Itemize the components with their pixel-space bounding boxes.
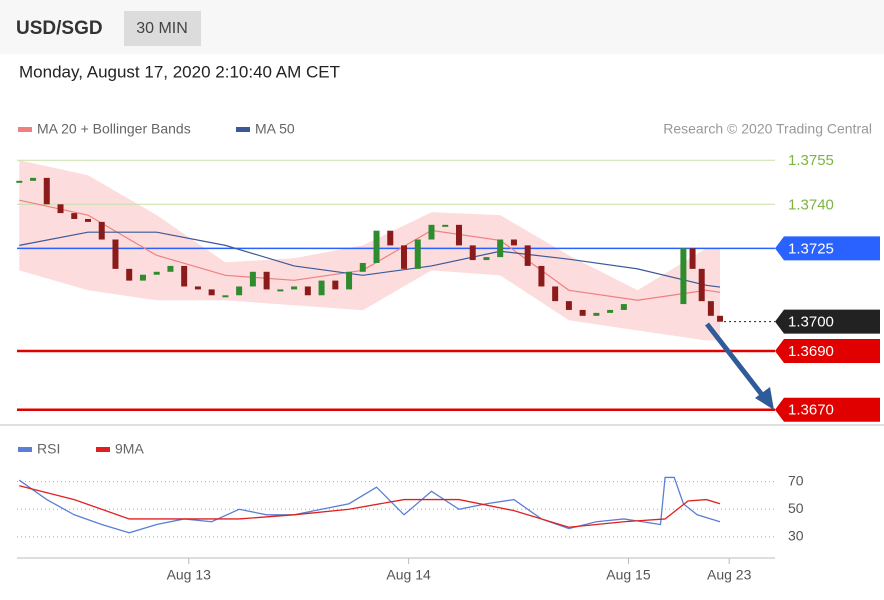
indicator-line (19, 485, 721, 528)
interval-badge (124, 11, 201, 46)
level-tag (775, 397, 880, 422)
symbol: USD/SGD (16, 18, 103, 39)
x-tick-label: Aug 14 (386, 567, 431, 583)
x-tick-label: Aug 15 (606, 567, 651, 583)
candle (593, 312, 600, 316)
candle (469, 245, 476, 261)
legend-label: RSI (37, 441, 60, 457)
y-tick-label: 50 (788, 500, 804, 516)
level-label: 1.3725 (788, 240, 834, 257)
level-label: 1.3740 (788, 196, 834, 213)
candle (249, 271, 256, 287)
candle (620, 304, 627, 310)
price-panel: MA 20 + Bollinger Bands MA 50 Research © 2… (16, 121, 880, 422)
candle (538, 265, 545, 287)
datetime: Monday, August 17, 2020 2:10:40 AM CET (19, 62, 340, 81)
candle (57, 204, 64, 214)
level-tag (775, 309, 880, 334)
candle (84, 218, 91, 222)
candle (455, 224, 462, 246)
legend-label: MA 20 + Bollinger Bands (37, 121, 191, 137)
level-tag (775, 339, 880, 364)
candle (717, 315, 724, 322)
candle (208, 289, 215, 296)
candle (236, 286, 243, 296)
source: Research © 2020 Trading Central (663, 121, 872, 137)
candle (689, 248, 696, 269)
legend-swatch (96, 447, 110, 452)
y-tick-label: 70 (788, 472, 804, 488)
candle (607, 309, 614, 313)
candle (291, 286, 298, 290)
candle (579, 309, 586, 316)
candle (698, 268, 705, 302)
candle (167, 265, 174, 272)
candle (112, 239, 119, 269)
candle (346, 271, 353, 290)
legend-swatch (18, 447, 32, 452)
forecast-arrow (705, 322, 768, 402)
candle (428, 224, 435, 240)
candle (680, 248, 687, 305)
level-label: 1.3670 (788, 402, 834, 419)
ma-line (19, 231, 721, 288)
legend-label: 9MA (115, 441, 144, 457)
candle (277, 289, 284, 292)
candle (139, 274, 146, 281)
candle (194, 286, 201, 290)
legend-swatch (18, 127, 32, 132)
bollinger-band (19, 160, 721, 341)
level-label: 1.3755 (788, 152, 834, 169)
candle (222, 295, 229, 298)
ma-line (19, 199, 721, 301)
candle (98, 221, 105, 240)
candle (153, 271, 160, 275)
candle (318, 280, 325, 296)
candle (565, 301, 572, 310)
candle (263, 271, 270, 290)
candle (43, 177, 50, 205)
candle (304, 286, 311, 296)
candle (497, 239, 504, 258)
candle (181, 265, 188, 287)
forecast-arrow-head (755, 387, 774, 410)
candle (16, 180, 23, 183)
candle (552, 286, 559, 302)
candle (524, 245, 531, 266)
candle (401, 245, 408, 269)
interval: 30 MIN (136, 20, 188, 37)
candle (510, 239, 517, 246)
candle (126, 268, 133, 281)
candle (373, 230, 380, 263)
legend-swatch (236, 127, 250, 132)
candle (707, 301, 714, 316)
y-tick-label: 30 (788, 528, 804, 544)
candle (414, 239, 421, 269)
candle (71, 213, 78, 219)
level-tag (775, 236, 880, 261)
candle (387, 230, 394, 246)
x-tick-label: Aug 13 (167, 567, 212, 583)
x-tick-label: Aug 23 (707, 567, 752, 583)
legend-label: MA 50 (255, 121, 295, 137)
level-label: 1.3700 (788, 314, 834, 331)
candle (442, 224, 449, 227)
indicator-line (18, 476, 721, 534)
level-label: 1.3690 (788, 343, 834, 360)
candle (359, 262, 366, 272)
candle (332, 280, 339, 290)
rsi-panel: RSI 9MA 30 50 70 Aug 13 Aug 14 Aug 15 Aug 23 (17, 441, 804, 583)
candle (30, 177, 37, 181)
candle (483, 257, 490, 261)
